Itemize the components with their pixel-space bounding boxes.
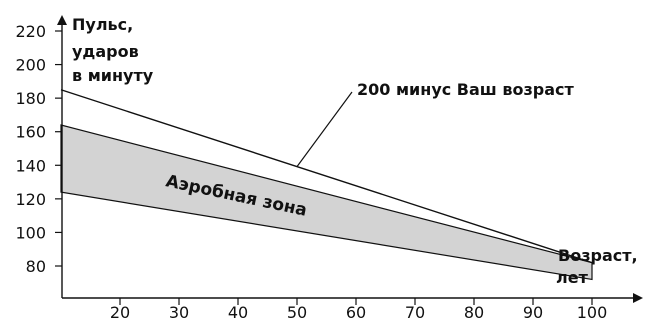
y-axis-label-line-2: ударов <box>72 42 139 61</box>
series-label-callout-line <box>296 91 353 167</box>
y-tick-label: 160 <box>15 123 46 142</box>
y-tick-label: 200 <box>15 56 46 75</box>
x-axis-ticks: 20 30 40 50 60 70 80 90 100 <box>110 298 607 322</box>
x-tick-label: 60 <box>346 303 366 322</box>
x-tick-label: 20 <box>110 303 130 322</box>
x-axis-label: Возраст, лет <box>556 246 643 287</box>
y-tick-label: 140 <box>15 156 46 175</box>
x-tick-label: 30 <box>169 303 189 322</box>
y-tick-label: 100 <box>15 223 46 242</box>
x-tick-label: 50 <box>287 303 307 322</box>
y-axis-ticks: 80 100 120 140 160 180 200 220 <box>15 22 62 276</box>
series-label: 200 минус Ваш возраст <box>357 80 575 99</box>
y-axis-label: Пульс, ударов в минуту <box>72 15 154 85</box>
y-tick-label: 80 <box>26 257 46 276</box>
x-tick-label: 90 <box>523 303 543 322</box>
x-tick-label: 80 <box>464 303 484 322</box>
y-tick-label: 220 <box>15 22 46 41</box>
x-axis-label-line-1: Возраст, <box>558 246 638 265</box>
x-tick-label: 100 <box>577 303 608 322</box>
x-tick-label: 40 <box>228 303 248 322</box>
x-tick-label: 70 <box>405 303 425 322</box>
y-axis-label-line-3: в минуту <box>72 66 154 85</box>
aerobic-zone-band <box>60 124 593 281</box>
y-tick-label: 120 <box>15 190 46 209</box>
max-heart-rate-line <box>60 89 593 264</box>
y-axis-label-line-1: Пульс, <box>72 15 133 34</box>
x-axis-label-line-2: лет <box>556 268 589 287</box>
y-tick-label: 180 <box>15 89 46 108</box>
